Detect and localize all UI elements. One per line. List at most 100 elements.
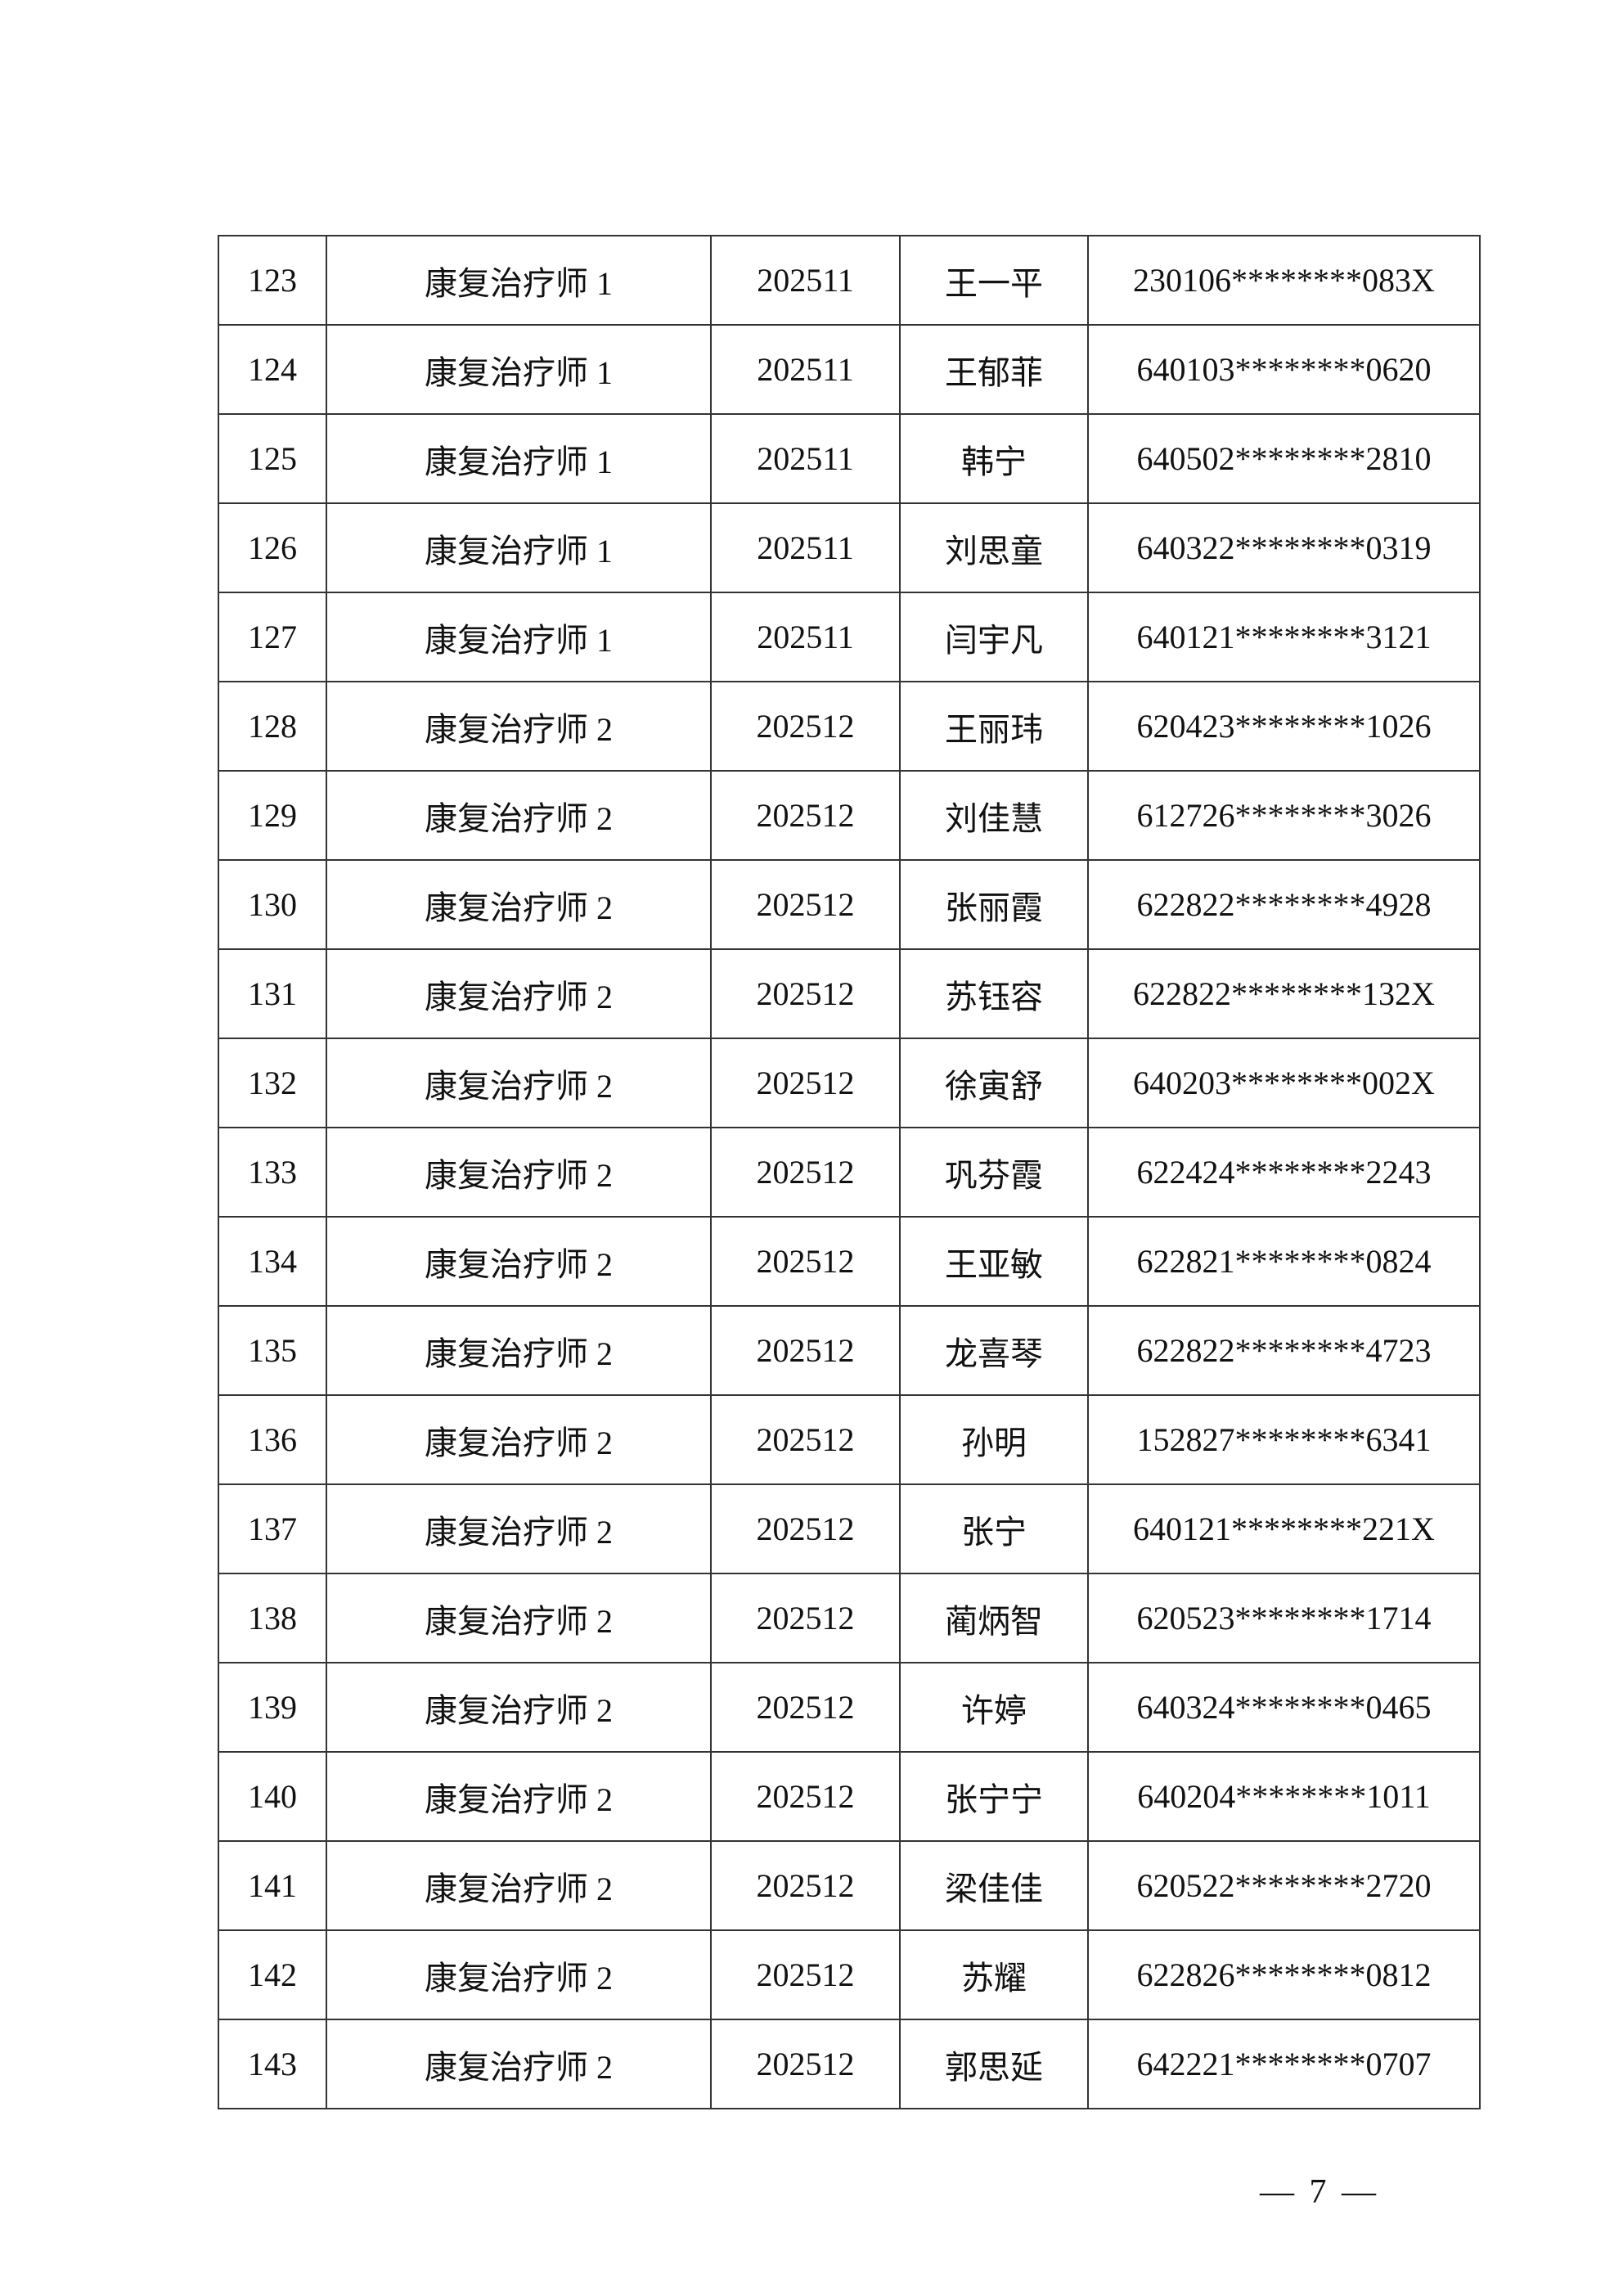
id-number-cell: 620523********1714	[1087, 1573, 1481, 1663]
id-number-cell: 640322********0319	[1087, 502, 1481, 593]
name-cell: 龙喜琴	[899, 1305, 1089, 1396]
name-cell: 梁佳佳	[899, 1840, 1089, 1931]
position-code-cell: 202511	[710, 413, 901, 504]
position-cell: 康复治疗师 2	[326, 1394, 712, 1485]
table-row: 137 康复治疗师 2 202512 张宁 640121********221X	[218, 1483, 1481, 1574]
row-number-cell: 139	[218, 1662, 327, 1753]
name-cell: 郭思延	[899, 2019, 1089, 2109]
id-number-cell: 640103********0620	[1087, 324, 1481, 415]
row-number-cell: 130	[218, 859, 327, 950]
position-cell: 康复治疗师 2	[326, 1483, 712, 1574]
position-code-cell: 202512	[710, 1394, 901, 1485]
id-number-cell: 620522********2720	[1087, 1840, 1481, 1931]
id-number-cell: 622822********4928	[1087, 859, 1481, 950]
position-cell: 康复治疗师 2	[326, 2019, 712, 2109]
name-cell: 王亚敏	[899, 1216, 1089, 1307]
name-cell: 张宁宁	[899, 1751, 1089, 1842]
position-cell: 康复治疗师 2	[326, 1305, 712, 1396]
position-code-cell: 202512	[710, 1840, 901, 1931]
position-code-cell: 202512	[710, 1127, 901, 1218]
name-cell: 王一平	[899, 235, 1089, 326]
table-row: 130 康复治疗师 2 202512 张丽霞 622822********4928	[218, 859, 1481, 950]
id-number-cell: 640121********3121	[1087, 592, 1481, 682]
id-number-cell: 640203********002X	[1087, 1038, 1481, 1128]
position-code-cell: 202512	[710, 859, 901, 950]
name-cell: 苏耀	[899, 1929, 1089, 2020]
position-cell: 康复治疗师 2	[326, 1751, 712, 1842]
position-cell: 康复治疗师 2	[326, 1662, 712, 1753]
position-code-cell: 202511	[710, 235, 901, 326]
row-number-cell: 134	[218, 1216, 327, 1307]
row-number-cell: 136	[218, 1394, 327, 1485]
position-code-cell: 202512	[710, 1662, 901, 1753]
position-code-cell: 202512	[710, 1305, 901, 1396]
position-cell: 康复治疗师 2	[326, 948, 712, 1039]
position-cell: 康复治疗师 2	[326, 1038, 712, 1128]
position-code-cell: 202511	[710, 502, 901, 593]
position-cell: 康复治疗师 1	[326, 592, 712, 682]
row-number-cell: 129	[218, 770, 327, 861]
table-row: 123 康复治疗师 1 202511 王一平 230106********083X	[218, 235, 1481, 326]
position-code-cell: 202512	[710, 2019, 901, 2109]
id-number-cell: 152827********6341	[1087, 1394, 1481, 1485]
name-cell: 刘思童	[899, 502, 1089, 593]
row-number-cell: 126	[218, 502, 327, 593]
table-row: 132 康复治疗师 2 202512 徐寅舒 640203********002X	[218, 1038, 1481, 1128]
id-number-cell: 622424********2243	[1087, 1127, 1481, 1218]
position-cell: 康复治疗师 2	[326, 1929, 712, 2020]
id-number-cell: 622822********132X	[1087, 948, 1481, 1039]
row-number-cell: 137	[218, 1483, 327, 1574]
name-cell: 巩芬霞	[899, 1127, 1089, 1218]
row-number-cell: 140	[218, 1751, 327, 1842]
table-row: 141 康复治疗师 2 202512 梁佳佳 620522********2720	[218, 1840, 1481, 1931]
row-number-cell: 132	[218, 1038, 327, 1128]
table-row: 127 康复治疗师 1 202511 闫宇凡 640121********3121	[218, 592, 1481, 682]
name-cell: 张宁	[899, 1483, 1089, 1574]
id-number-cell: 622826********0812	[1087, 1929, 1481, 2020]
table-row: 139 康复治疗师 2 202512 许婷 640324********0465	[218, 1662, 1481, 1753]
table-row: 133 康复治疗师 2 202512 巩芬霞 622424********2243	[218, 1127, 1481, 1218]
id-number-cell: 642221********0707	[1087, 2019, 1481, 2109]
position-code-cell: 202511	[710, 324, 901, 415]
candidate-table: 123 康复治疗师 1 202511 王一平 230106********083X 124…	[218, 235, 1481, 2109]
position-code-cell: 202512	[710, 681, 901, 772]
row-number-cell: 125	[218, 413, 327, 504]
position-cell: 康复治疗师 1	[326, 235, 712, 326]
name-cell: 许婷	[899, 1662, 1089, 1753]
id-number-cell: 640204********1011	[1087, 1751, 1481, 1842]
id-number-cell: 622821********0824	[1087, 1216, 1481, 1307]
name-cell: 孙明	[899, 1394, 1089, 1485]
position-cell: 康复治疗师 2	[326, 1840, 712, 1931]
id-number-cell: 640121********221X	[1087, 1483, 1481, 1574]
name-cell: 王丽玮	[899, 681, 1089, 772]
position-code-cell: 202512	[710, 1573, 901, 1663]
row-number-cell: 133	[218, 1127, 327, 1218]
table-row: 138 康复治疗师 2 202512 蔺炳智 620523********1714	[218, 1573, 1481, 1663]
row-number-cell: 127	[218, 592, 327, 682]
table-row: 140 康复治疗师 2 202512 张宁宁 640204********1011	[218, 1751, 1481, 1842]
name-cell: 闫宇凡	[899, 592, 1089, 682]
table-row: 129 康复治疗师 2 202512 刘佳慧 612726********3026	[218, 770, 1481, 861]
position-code-cell: 202512	[710, 1216, 901, 1307]
id-number-cell: 622822********4723	[1087, 1305, 1481, 1396]
table-row: 143 康复治疗师 2 202512 郭思延 642221********0707	[218, 2019, 1481, 2109]
id-number-cell: 620423********1026	[1087, 681, 1481, 772]
id-number-cell: 640502********2810	[1087, 413, 1481, 504]
position-cell: 康复治疗师 2	[326, 1573, 712, 1663]
position-code-cell: 202512	[710, 1929, 901, 2020]
row-number-cell: 123	[218, 235, 327, 326]
position-cell: 康复治疗师 2	[326, 859, 712, 950]
table-row: 136 康复治疗师 2 202512 孙明 152827********6341	[218, 1394, 1481, 1485]
id-number-cell: 230106********083X	[1087, 235, 1481, 326]
name-cell: 王郁菲	[899, 324, 1089, 415]
table-row: 134 康复治疗师 2 202512 王亚敏 622821********0824	[218, 1216, 1481, 1307]
row-number-cell: 128	[218, 681, 327, 772]
table-body: 123 康复治疗师 1 202511 王一平 230106********083X 124…	[218, 235, 1481, 2109]
name-cell: 苏钰容	[899, 948, 1089, 1039]
position-cell: 康复治疗师 1	[326, 413, 712, 504]
table-row: 126 康复治疗师 1 202511 刘思童 640322********0319	[218, 502, 1481, 593]
table-row: 124 康复治疗师 1 202511 王郁菲 640103********0620	[218, 324, 1481, 415]
row-number-cell: 141	[218, 1840, 327, 1931]
page-number: — 7 —	[1260, 2173, 1379, 2211]
row-number-cell: 124	[218, 324, 327, 415]
